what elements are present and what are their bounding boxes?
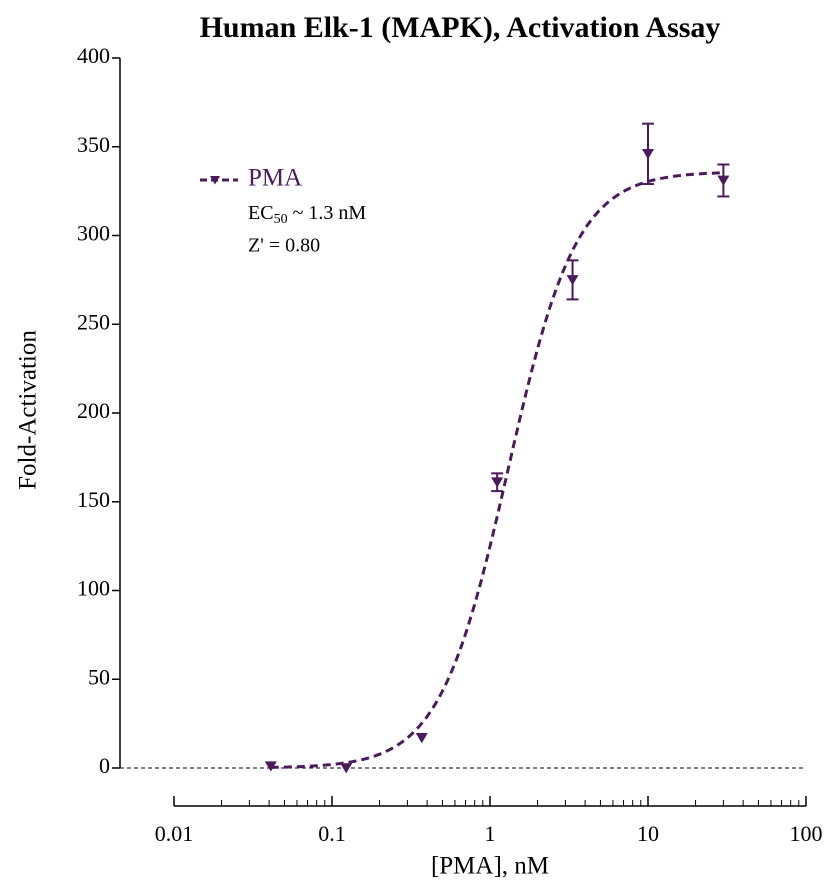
x-tick-label: 100 — [790, 821, 823, 846]
data-point — [566, 275, 579, 286]
x-tick-label: 10 — [637, 821, 659, 846]
data-point — [642, 149, 654, 160]
x-tick-label: 0.01 — [155, 821, 194, 846]
y-tick-label: 150 — [77, 487, 110, 512]
y-axis-title: Fold-Activation — [15, 330, 42, 490]
data-point — [717, 175, 730, 186]
data-point — [264, 761, 277, 772]
chart-title: Human Elk-1 (MAPK), Activation Assay — [200, 11, 721, 44]
y-tick-label: 100 — [77, 576, 110, 601]
data-point — [340, 763, 353, 774]
data-point — [415, 733, 428, 744]
y-tick-label: 200 — [77, 398, 110, 423]
legend-marker — [210, 176, 220, 185]
x-axis-title: [PMA], nM — [431, 853, 549, 880]
annotation-tail: ~ 1.3 nM — [288, 202, 367, 224]
y-tick-label: 250 — [77, 309, 110, 334]
y-tick-label: 0 — [99, 753, 110, 778]
data-point — [491, 477, 504, 488]
y-tick-label: 50 — [88, 664, 110, 689]
y-tick-label: 300 — [77, 221, 110, 246]
legend-label: PMA — [248, 165, 302, 192]
annotation-main: EC — [248, 202, 274, 224]
fit-curve — [270, 171, 724, 769]
x-tick-label: 0.1 — [318, 821, 346, 846]
annotation-sub: 50 — [274, 212, 288, 227]
y-tick-label: 350 — [77, 132, 110, 157]
annotation-ec50: EC50 ~ 1.3 nM — [248, 202, 366, 228]
y-tick-label: 400 — [77, 43, 110, 68]
x-tick-label: 1 — [485, 821, 496, 846]
annotation-z: Z' = 0.80 — [248, 235, 320, 257]
